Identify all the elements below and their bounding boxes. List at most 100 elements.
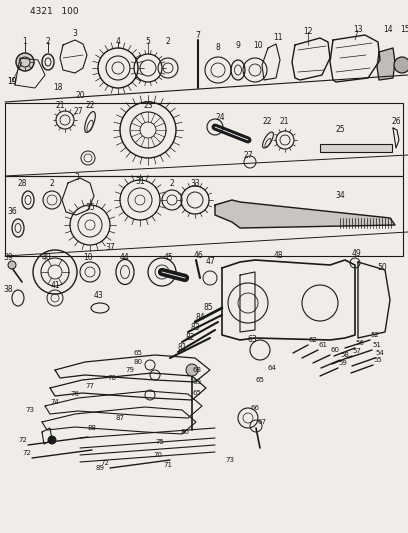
Text: 21: 21 <box>55 101 65 110</box>
Bar <box>5 103 403 176</box>
Text: 14: 14 <box>383 26 393 35</box>
Text: 28: 28 <box>17 179 27 188</box>
Text: 49: 49 <box>352 248 362 257</box>
Text: 2: 2 <box>170 179 174 188</box>
Text: 65: 65 <box>193 390 202 396</box>
Text: 60: 60 <box>330 347 339 353</box>
Text: 80: 80 <box>133 359 142 365</box>
Text: 82: 82 <box>185 334 195 343</box>
Text: 3: 3 <box>73 28 78 37</box>
Text: 2: 2 <box>166 37 171 46</box>
Bar <box>5 176 403 256</box>
Text: 46: 46 <box>193 252 203 261</box>
Text: 45: 45 <box>163 254 173 262</box>
Text: 1: 1 <box>22 37 27 46</box>
Text: 22: 22 <box>85 101 95 110</box>
Text: 58: 58 <box>341 352 349 358</box>
Text: 40: 40 <box>41 254 51 262</box>
Text: 35: 35 <box>85 204 95 213</box>
Text: 83: 83 <box>190 324 200 333</box>
Text: 22: 22 <box>262 117 272 126</box>
Text: 48: 48 <box>273 251 283 260</box>
Text: 72: 72 <box>100 460 109 466</box>
Text: 2: 2 <box>46 37 50 46</box>
Text: 72: 72 <box>22 450 31 456</box>
Text: 66: 66 <box>251 405 259 411</box>
Text: 4: 4 <box>115 37 120 46</box>
Text: 24: 24 <box>215 114 225 123</box>
Circle shape <box>48 436 56 444</box>
Text: 79: 79 <box>126 367 135 373</box>
Text: 27: 27 <box>243 150 253 159</box>
Text: 15: 15 <box>400 26 408 35</box>
Text: 21: 21 <box>279 117 289 126</box>
Text: 44: 44 <box>119 253 129 262</box>
Text: 11: 11 <box>273 34 283 43</box>
Text: 51: 51 <box>373 342 381 348</box>
Text: 19: 19 <box>7 77 17 86</box>
Text: 71: 71 <box>164 462 173 468</box>
Text: 76: 76 <box>71 391 80 397</box>
Text: 64: 64 <box>268 365 277 371</box>
Text: 43: 43 <box>93 290 103 300</box>
Text: 34: 34 <box>335 190 345 199</box>
Text: 84: 84 <box>195 313 205 322</box>
Text: 68: 68 <box>193 367 202 373</box>
Text: 10: 10 <box>83 254 93 262</box>
Text: 72: 72 <box>18 437 27 443</box>
Text: 73: 73 <box>226 457 235 463</box>
Text: 57: 57 <box>353 348 361 354</box>
Bar <box>320 144 392 152</box>
Text: 20: 20 <box>75 92 85 101</box>
Text: 70: 70 <box>153 452 162 458</box>
Text: 61: 61 <box>319 342 328 348</box>
Text: 65: 65 <box>255 377 264 383</box>
Text: 59: 59 <box>339 360 348 366</box>
Text: 10: 10 <box>253 42 263 51</box>
Text: 50: 50 <box>377 263 387 272</box>
Text: 27: 27 <box>73 108 83 117</box>
Text: 3: 3 <box>75 174 80 182</box>
Text: 62: 62 <box>308 337 317 343</box>
Text: 41: 41 <box>50 281 60 290</box>
Text: 4321   100: 4321 100 <box>30 7 79 17</box>
Text: 8: 8 <box>215 44 220 52</box>
Text: 26: 26 <box>391 117 401 126</box>
Circle shape <box>8 261 16 269</box>
Text: 74: 74 <box>51 399 60 405</box>
Text: 36: 36 <box>7 207 17 216</box>
Text: 25: 25 <box>335 125 345 134</box>
Text: 37: 37 <box>105 244 115 253</box>
Polygon shape <box>377 48 395 80</box>
Polygon shape <box>215 200 395 228</box>
Text: 78: 78 <box>107 375 117 381</box>
Text: 73: 73 <box>25 407 35 413</box>
Text: 18: 18 <box>53 84 63 93</box>
Circle shape <box>394 57 408 73</box>
Text: 86: 86 <box>180 429 189 435</box>
Text: 55: 55 <box>374 357 382 363</box>
Text: 88: 88 <box>87 425 97 431</box>
Text: 7: 7 <box>195 30 200 39</box>
Text: 77: 77 <box>86 383 95 389</box>
Text: 13: 13 <box>353 26 363 35</box>
Text: 31: 31 <box>135 177 145 187</box>
Text: 47: 47 <box>205 257 215 266</box>
Text: 33: 33 <box>190 179 200 188</box>
Text: 87: 87 <box>115 415 124 421</box>
Text: 56: 56 <box>355 340 364 346</box>
Circle shape <box>186 364 198 376</box>
Text: 67: 67 <box>257 419 266 425</box>
Text: 63: 63 <box>247 335 257 344</box>
Text: 89: 89 <box>95 465 104 471</box>
Text: 5: 5 <box>146 37 151 46</box>
Text: 65: 65 <box>133 350 142 356</box>
Text: 12: 12 <box>303 28 313 36</box>
Text: 9: 9 <box>235 42 240 51</box>
Text: 19: 19 <box>7 77 17 86</box>
Text: 69: 69 <box>193 379 202 385</box>
Text: 52: 52 <box>370 332 379 338</box>
Text: 39: 39 <box>3 254 13 262</box>
Text: 81: 81 <box>177 343 187 352</box>
Text: 85: 85 <box>203 303 213 311</box>
